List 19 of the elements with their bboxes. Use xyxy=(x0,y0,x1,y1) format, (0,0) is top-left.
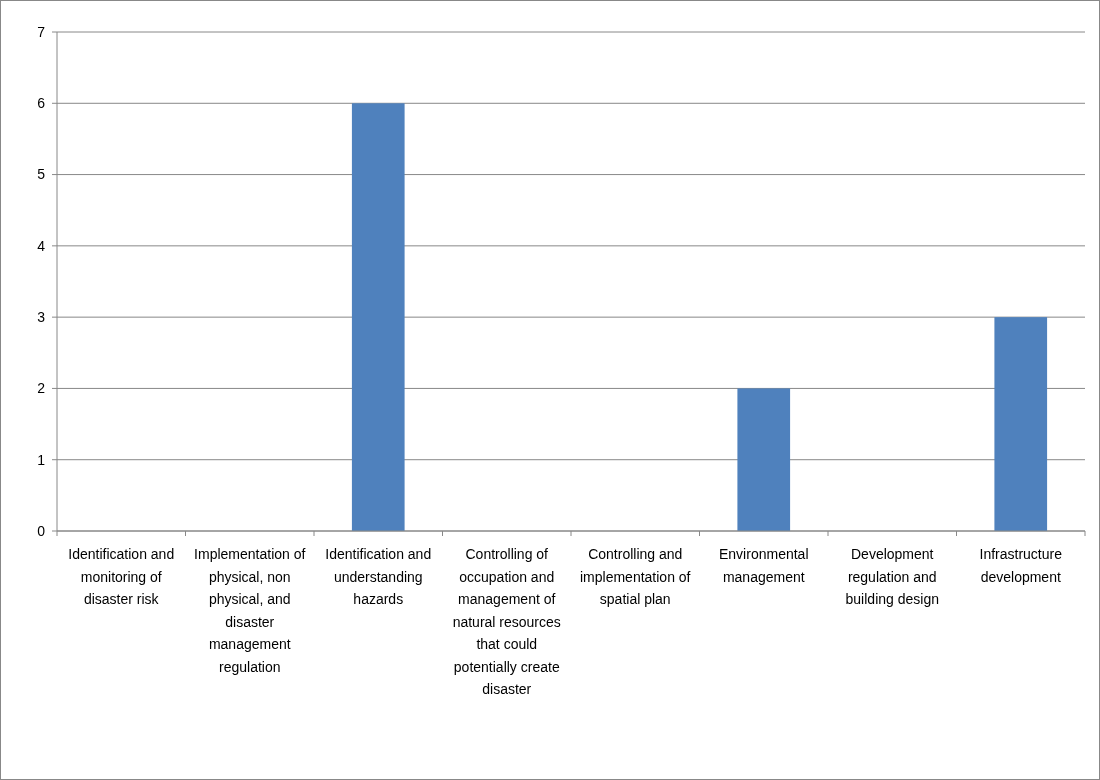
x-tick-label: Environmental management xyxy=(719,546,809,585)
x-tick-label: Infrastructure development xyxy=(979,546,1063,585)
bar xyxy=(994,317,1048,531)
y-tick-label: 1 xyxy=(37,451,46,468)
x-tick-label: Identification and understanding hazards xyxy=(325,546,432,607)
x-tick-label: Controlling and implementation of spatial plan xyxy=(579,546,691,607)
x-tick-label: Controlling of occupation and management of natural resources that could potentially create disaster xyxy=(452,546,561,697)
y-tick-label: 7 xyxy=(37,23,46,40)
bar xyxy=(737,388,791,531)
y-tick-label: 6 xyxy=(37,95,46,112)
y-tick-label: 2 xyxy=(37,380,46,397)
x-tick-label: Identification and monitoring of disaster risk xyxy=(68,546,175,607)
x-tick-label: Implementation of physical, non physical, and disaster management regulation xyxy=(194,546,306,675)
x-tick-label: Development regulation and building design xyxy=(845,546,939,607)
y-tick-label: 5 xyxy=(37,166,46,183)
bar xyxy=(351,103,405,531)
y-tick-label: 3 xyxy=(37,309,46,326)
y-tick-label: 0 xyxy=(37,522,46,539)
y-tick-label: 4 xyxy=(37,237,46,254)
